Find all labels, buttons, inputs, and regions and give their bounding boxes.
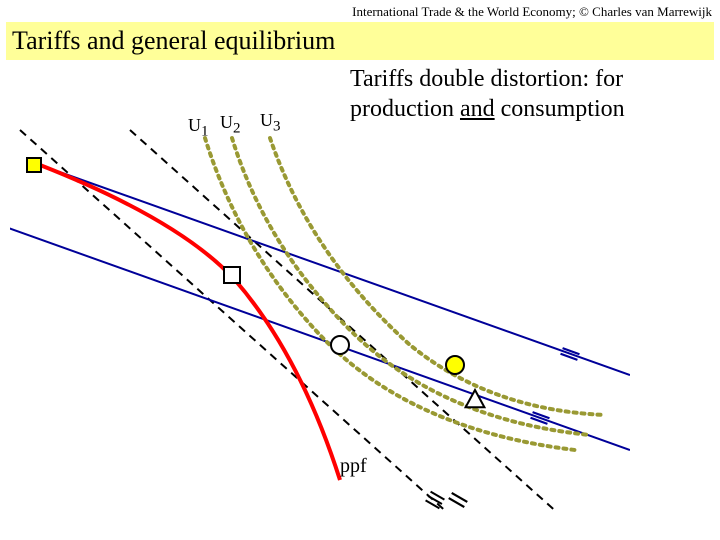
dashed-line-1 — [130, 130, 560, 510]
title-bar: Tariffs and general equilibrium — [6, 22, 714, 60]
diagram-container: U1 U2 U3 ppf — [10, 110, 630, 510]
hash-black-1 — [426, 492, 445, 509]
hash-black-2 — [449, 493, 468, 507]
page-title: Tariffs and general equilibrium — [12, 26, 335, 55]
label-u2: U2 — [220, 112, 241, 138]
diagram-svg — [10, 110, 630, 510]
marker-white-square — [224, 267, 240, 283]
u1-letter: U — [188, 115, 201, 135]
label-ppf: ppf — [340, 455, 367, 478]
ppf-curve — [40, 165, 340, 480]
header-credit: International Trade & the World Economy;… — [352, 4, 712, 20]
marker-yellow-square — [27, 158, 41, 172]
marker-yellow-circle — [446, 356, 464, 374]
u3-letter: U — [260, 110, 273, 130]
u3-sub: 3 — [273, 119, 281, 135]
u1-sub: 1 — [201, 124, 209, 140]
u2-sub: 2 — [233, 121, 241, 137]
marker-white-circle — [331, 336, 349, 354]
label-u1: U1 — [188, 115, 209, 141]
body-line1: Tariffs double distortion: for — [350, 66, 623, 92]
u2-letter: U — [220, 112, 233, 132]
label-u3: U3 — [260, 110, 281, 136]
indiff-curve-1 — [232, 138, 590, 435]
indiff-curve-2 — [270, 138, 605, 415]
